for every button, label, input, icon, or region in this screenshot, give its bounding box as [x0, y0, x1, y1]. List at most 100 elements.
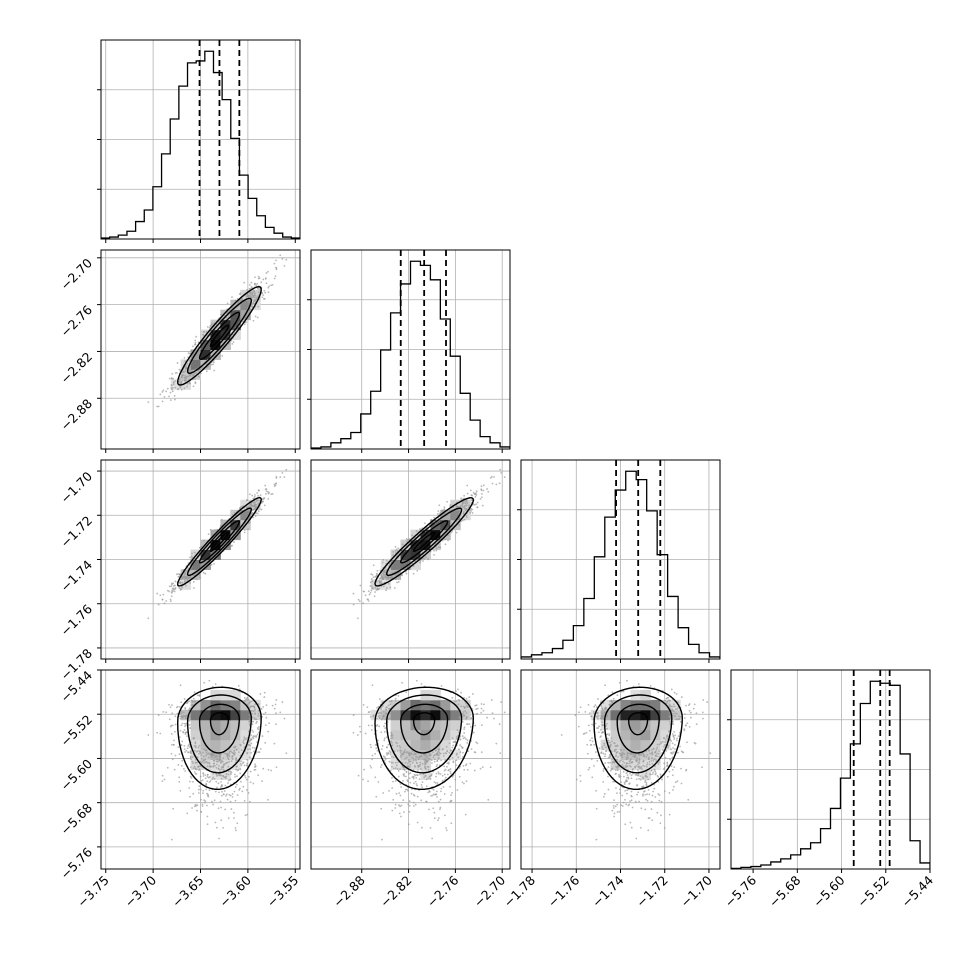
scatter-point	[253, 750, 255, 753]
scatter-point	[170, 388, 173, 391]
scatter-point	[387, 704, 390, 707]
y-tick-label: −1.72	[57, 513, 95, 551]
scatter-point	[676, 707, 679, 710]
scatter-point	[604, 684, 607, 687]
scatter-point	[597, 727, 600, 729]
scatter-point	[460, 504, 463, 507]
scatter-point	[248, 283, 251, 286]
scatter-point	[201, 803, 204, 806]
scatter-point	[387, 743, 390, 746]
scatter-point	[369, 581, 372, 584]
scatter-point	[275, 712, 277, 715]
scatter-point	[461, 501, 464, 504]
scatter-point	[591, 737, 593, 739]
scatter-point	[456, 789, 459, 791]
scatter-point	[647, 829, 650, 832]
scatter-point	[382, 558, 385, 561]
scatter-point	[595, 715, 598, 718]
scatter-point	[443, 793, 446, 795]
scatter-point	[222, 757, 225, 760]
scatter-point	[255, 503, 258, 506]
scatter-point	[635, 778, 638, 781]
scatter-point	[475, 490, 478, 493]
scatter-point	[618, 752, 621, 755]
scatter-point	[412, 801, 415, 804]
scatter-point	[622, 760, 624, 763]
scatter-point	[611, 701, 613, 703]
density-cell	[420, 719, 431, 731]
scatter-point	[445, 752, 448, 755]
scatter-point	[624, 823, 627, 826]
scatter-point	[180, 376, 183, 378]
scatter-point	[179, 717, 182, 720]
scatter-point	[631, 772, 634, 775]
scatter-point	[654, 796, 657, 798]
scatter-point	[416, 769, 419, 771]
scatter-point	[206, 780, 209, 783]
scatter-point	[613, 815, 616, 818]
density-cell	[430, 699, 441, 711]
scatter-point	[163, 602, 166, 605]
scatter-point	[166, 387, 169, 390]
scatter-point	[171, 390, 174, 393]
scatter-point	[274, 703, 277, 706]
scatter-point	[671, 712, 674, 715]
scatter-point	[419, 561, 422, 564]
scatter-point	[180, 388, 183, 391]
scatter-point	[198, 546, 201, 549]
scatter-point	[226, 752, 229, 755]
scatter-point	[628, 752, 630, 755]
scatter-point	[367, 724, 370, 727]
scatter-point	[189, 751, 192, 754]
scatter-point	[254, 294, 257, 297]
scatter-point	[376, 749, 379, 752]
density-cell	[450, 729, 461, 741]
scatter-point	[352, 603, 355, 606]
scatter-point	[608, 703, 611, 706]
scatter-point	[260, 508, 263, 511]
scatter-point	[231, 342, 234, 345]
scatter-point	[275, 266, 277, 269]
scatter-point	[380, 574, 382, 577]
scatter-point	[247, 294, 250, 297]
scatter-point	[263, 504, 266, 507]
density-cell	[380, 709, 392, 721]
scatter-point	[437, 819, 439, 822]
scatter-point	[462, 765, 465, 767]
scatter-point	[202, 751, 204, 754]
scatter-point	[645, 750, 648, 753]
scatter-point	[170, 743, 173, 746]
scatter-point	[248, 740, 251, 742]
scatter-point	[245, 789, 248, 791]
x-tick-label: −3.70	[122, 872, 160, 910]
scatter-point	[601, 724, 604, 726]
scatter-point	[636, 757, 639, 760]
scatter-point	[480, 711, 483, 714]
scatter-point	[264, 493, 267, 495]
scatter-point	[457, 748, 460, 751]
y-tick-label: −2.76	[57, 302, 95, 340]
scatter-point	[397, 770, 400, 772]
scatter-point	[611, 809, 614, 812]
panel-2-0	[97, 459, 301, 663]
scatter-point	[268, 722, 270, 725]
contour-line-2	[186, 297, 253, 375]
scatter-point	[689, 711, 692, 714]
scatter-point	[235, 768, 237, 771]
scatter-point	[427, 808, 430, 811]
scatter-point	[171, 589, 174, 592]
scatter-point	[242, 761, 245, 764]
scatter-point	[630, 794, 633, 797]
scatter-point	[622, 752, 625, 755]
scatter-point	[469, 511, 472, 514]
scatter-point	[251, 296, 254, 299]
scatter-point	[407, 789, 409, 792]
scatter-point	[394, 697, 397, 700]
scatter-point	[412, 805, 415, 807]
scatter-point	[373, 595, 376, 598]
scatter-point	[673, 766, 676, 769]
scatter-point	[181, 577, 184, 580]
scatter-point	[638, 762, 641, 764]
scatter-point	[656, 755, 658, 758]
scatter-point	[263, 691, 266, 694]
